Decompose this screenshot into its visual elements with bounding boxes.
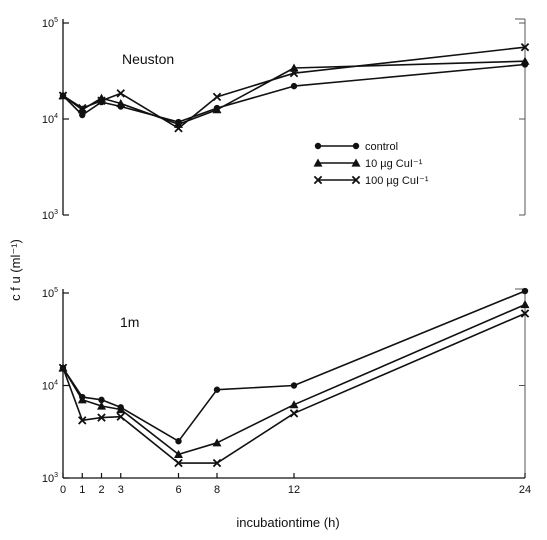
data-point-triangle xyxy=(212,105,222,114)
panel-label: 1m xyxy=(120,314,139,330)
legend-label: control xyxy=(365,141,398,153)
x-tick-label: 2 xyxy=(98,484,104,496)
data-point-circle xyxy=(521,287,529,295)
legend-marker-circle xyxy=(352,142,360,150)
x-tick-label: 6 xyxy=(175,484,181,496)
x-tick-label: 12 xyxy=(288,484,300,496)
data-point-triangle xyxy=(289,400,299,409)
x-axis-title: incubationtime (h) xyxy=(236,515,339,530)
legend-marker-circle xyxy=(314,142,322,150)
data-point-circle xyxy=(98,396,105,404)
panel-label: Neuston xyxy=(122,51,174,67)
legend-label: 10 µg CuI⁻¹ xyxy=(365,158,423,170)
data-point-cross xyxy=(97,96,106,105)
y-tick-label: 103 xyxy=(42,209,58,222)
y-tick-exponent: 5 xyxy=(54,287,58,294)
series-line-circle xyxy=(62,290,526,443)
y-tick-label: 104 xyxy=(42,113,58,126)
data-point-triangle xyxy=(116,405,126,414)
data-point-triangle xyxy=(77,395,87,404)
y-tick-base: 10 xyxy=(42,288,54,300)
y-tick-base: 10 xyxy=(42,18,54,30)
data-point-cross xyxy=(289,409,299,418)
data-point-triangle xyxy=(116,99,126,108)
data-point-cross xyxy=(78,103,87,113)
data-point-cross xyxy=(212,92,222,102)
data-point-circle xyxy=(175,437,182,445)
data-point-cross xyxy=(174,458,183,468)
y-tick-base: 10 xyxy=(42,381,54,393)
y-tick-label: 104 xyxy=(42,380,58,393)
x-tick-label: 1 xyxy=(79,484,85,496)
data-point-cross xyxy=(212,458,222,468)
data-point-circle xyxy=(79,111,86,119)
y-tick-exponent: 3 xyxy=(54,209,58,216)
data-point-circle xyxy=(290,382,298,389)
series-line-cross xyxy=(62,312,526,464)
data-point-circle xyxy=(290,82,298,90)
y-tick-exponent: 5 xyxy=(54,17,58,24)
x-tick-label: 24 xyxy=(519,484,531,496)
data-point-triangle xyxy=(97,401,106,410)
data-point-cross xyxy=(116,89,125,98)
y-tick-label: 105 xyxy=(42,17,58,30)
legend-marker-triangle xyxy=(351,158,361,167)
data-point-triangle xyxy=(520,300,530,309)
y-axis-title: c f u (ml⁻¹) xyxy=(8,239,23,301)
data-point-cross xyxy=(520,42,530,52)
data-point-cross xyxy=(58,91,68,100)
data-point-cross xyxy=(520,309,530,318)
data-point-triangle xyxy=(289,63,299,72)
legend-label: 100 µg CuI⁻¹ xyxy=(365,175,429,187)
data-point-triangle xyxy=(520,56,530,65)
y-tick-base: 10 xyxy=(42,114,54,126)
series-line-cross xyxy=(62,46,526,130)
data-point-circle xyxy=(213,386,221,393)
legend-marker-triangle xyxy=(313,158,323,167)
data-point-cross xyxy=(58,363,68,373)
data-point-cross xyxy=(289,68,299,78)
data-point-triangle xyxy=(174,449,183,458)
x-tick-label: 8 xyxy=(214,484,220,496)
y-tick-label: 103 xyxy=(42,472,58,485)
x-tick-label: 0 xyxy=(60,484,66,496)
y-tick-base: 10 xyxy=(42,473,54,485)
y-tick-base: 10 xyxy=(42,210,54,222)
y-tick-exponent: 4 xyxy=(54,113,58,120)
data-point-cross xyxy=(174,124,183,133)
y-tick-exponent: 3 xyxy=(54,472,58,479)
data-point-cross xyxy=(97,413,106,422)
series-line-triangle xyxy=(62,303,526,456)
data-point-triangle xyxy=(212,438,222,447)
y-tick-label: 105 xyxy=(42,287,58,300)
legend-marker-cross xyxy=(351,175,361,185)
legend-marker-cross xyxy=(313,175,323,185)
x-tick-label: 3 xyxy=(118,484,124,496)
data-point-cross xyxy=(78,416,87,425)
data-point-cross xyxy=(116,412,125,421)
y-tick-exponent: 4 xyxy=(54,380,58,387)
legend: control 10 µg CuI⁻¹ 100 µg CuI⁻¹ xyxy=(313,141,429,187)
series-line-triangle xyxy=(62,60,526,126)
